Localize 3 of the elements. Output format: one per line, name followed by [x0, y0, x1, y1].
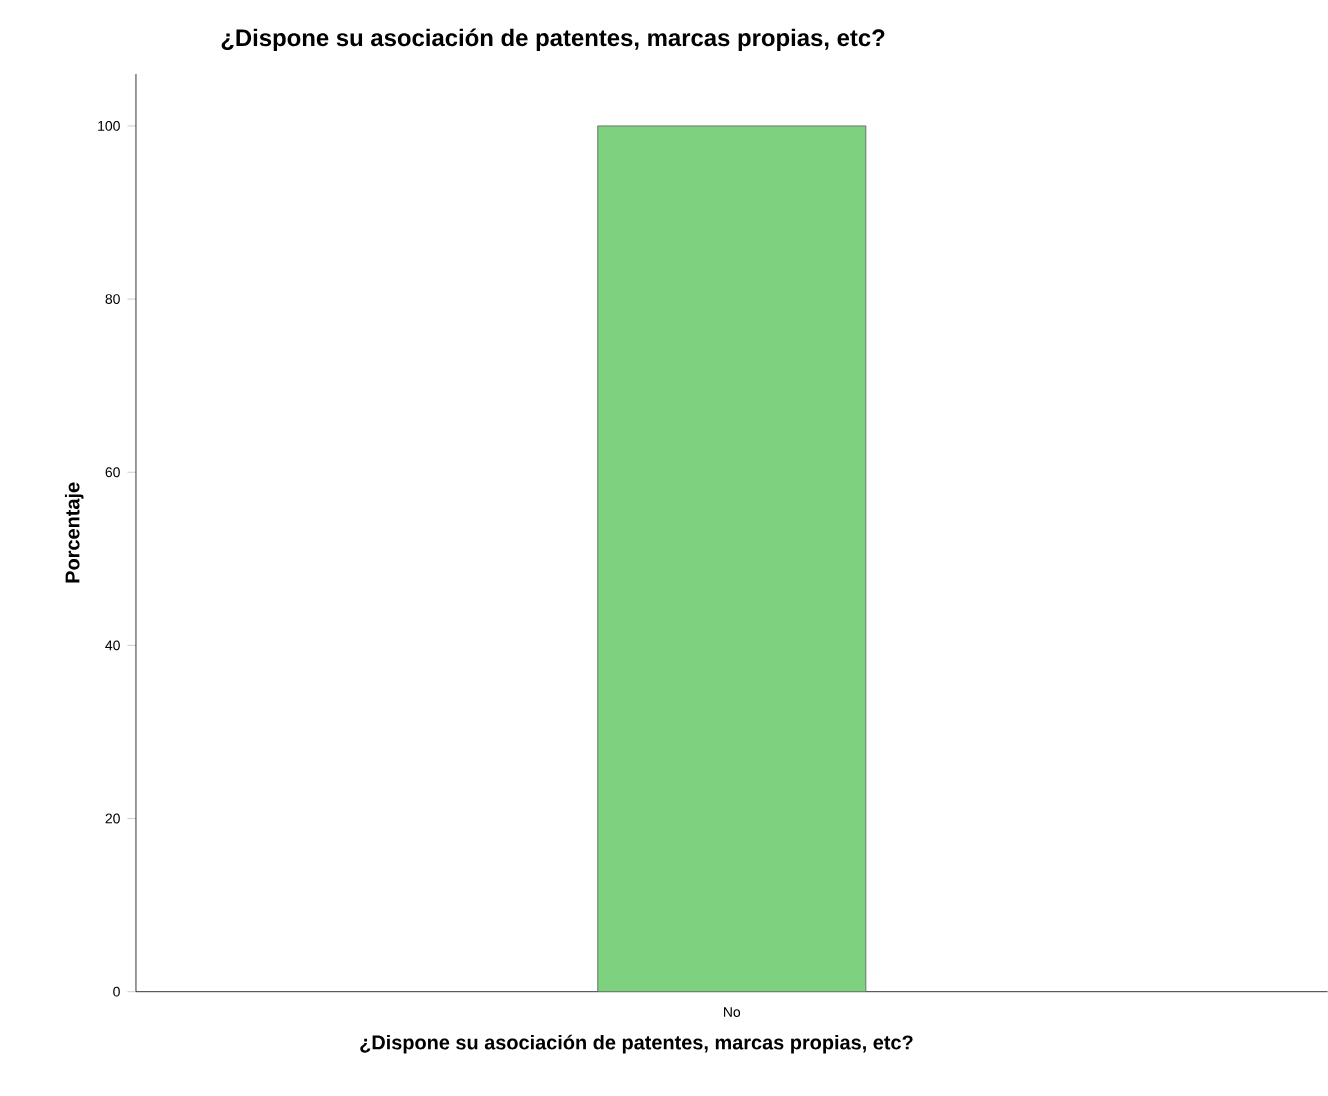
x-axis-title: ¿Dispone su asociación de patentes, marcas propias, etc?	[360, 1034, 913, 1054]
y-axis-title: Porcentaje	[64, 482, 84, 583]
chart-title: ¿Dispone su asociación de patentes, marcas propias, etc?	[221, 28, 885, 52]
